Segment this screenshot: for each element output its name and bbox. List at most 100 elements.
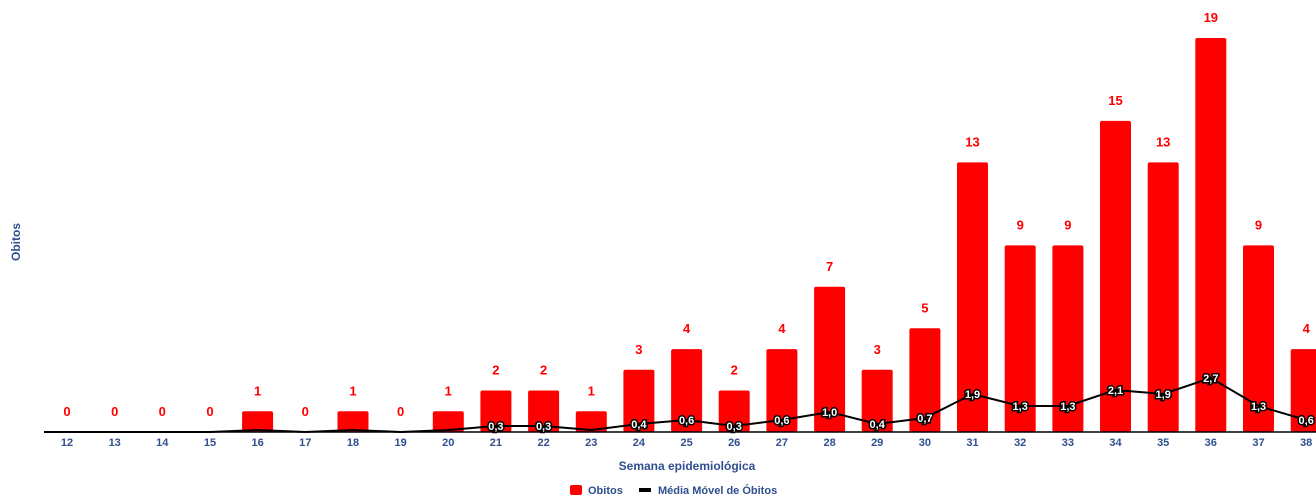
bar-label-week-25: 4 [683,321,691,336]
x-tick-26: 26 [728,437,740,449]
x-tick-28: 28 [823,437,835,449]
bar-week-29[interactable] [861,369,893,432]
x-tick-18: 18 [347,437,359,449]
bar-label-week-21: 2 [492,363,499,378]
x-tick-20: 20 [442,437,454,449]
x-tick-13: 13 [109,437,121,449]
bar-label-week-14: 0 [159,404,166,419]
x-tick-24: 24 [633,437,646,449]
bar-week-38[interactable] [1290,349,1316,432]
x-tick-25: 25 [680,437,692,449]
bar-label-week-36: 19 [1204,10,1218,25]
x-tick-35: 35 [1157,437,1169,449]
legend[interactable]: Obitos Média Móvel de Óbitos [570,484,777,495]
moving-average-label-week-35: 1,9 [1156,389,1171,401]
x-tick-36: 36 [1205,437,1217,449]
legend-swatch-bar [570,485,582,495]
x-tick-34: 34 [1109,437,1122,449]
moving-average-label-series: 0,3 0,3 0,4 0,6 0,3 0,6 1,0 0,4 0,7 1,9 1,3 1,3 2,1 1… [487,372,1316,435]
bar-label-week-28: 7 [826,259,833,274]
bar-week-28[interactable] [814,286,846,432]
bar-series [242,38,1316,433]
x-tick-27: 27 [776,437,788,449]
moving-average-label-week-31: 1,9 [965,389,980,401]
x-tick-22: 22 [537,437,549,449]
legend-label-bar: Obitos [588,485,623,495]
moving-average-label-week-21: 0,3 [488,421,503,433]
bar-label-week-23: 1 [588,383,595,398]
bar-week-26[interactable] [718,390,750,433]
bar-label-week-30: 5 [921,300,928,315]
moving-average-label-week-26: 0,3 [727,421,742,433]
bar-label-week-29: 3 [874,342,881,357]
bar-week-35[interactable] [1147,162,1179,432]
bar-label-week-22: 2 [540,363,547,378]
x-tick-33: 33 [1062,437,1074,449]
bar-label-week-12: 0 [63,404,70,419]
bar-label-week-17: 0 [302,404,309,419]
bar-label-week-26: 2 [731,363,738,378]
x-tick-38: 38 [1300,437,1312,449]
bar-label-week-37: 9 [1255,217,1262,232]
bar-label-week-31: 13 [965,134,979,149]
y-axis-title: Obitos [9,223,23,261]
x-tick-16: 16 [251,437,263,449]
moving-average-label-week-32: 1,3 [1013,401,1028,413]
bar-label-week-35: 13 [1156,134,1170,149]
bar-week-36[interactable] [1195,38,1227,432]
bar-week-30[interactable] [909,328,941,432]
bar-label-week-27: 4 [778,321,786,336]
legend-label-line: Média Móvel de Óbitos [658,484,777,495]
bar-week-27[interactable] [766,349,798,432]
x-tick-30: 30 [919,437,931,449]
bar-label-week-19: 0 [397,404,404,419]
x-tick-12: 12 [61,437,73,449]
x-tick-14: 14 [156,437,169,449]
x-axis-title: Semana epidemiológica [619,459,756,473]
moving-average-label-week-36: 2,7 [1203,373,1218,385]
bar-week-33[interactable] [1052,245,1084,432]
bar-week-24[interactable] [623,369,655,432]
bar-week-18[interactable] [337,411,369,432]
moving-average-label-week-29: 0,4 [870,419,886,431]
bar-label-week-32: 9 [1017,217,1024,232]
bar-label-week-33: 9 [1064,217,1071,232]
moving-average-label-week-27: 0,6 [774,415,789,427]
bar-label-week-34: 15 [1108,93,1122,108]
bar-week-16[interactable] [242,411,274,432]
bar-week-23[interactable] [575,411,607,432]
bar-week-25[interactable] [671,349,703,432]
bar-week-20[interactable] [432,411,464,432]
moving-average-label-week-28: 1,0 [822,407,837,419]
bar-week-21[interactable] [480,390,512,433]
bar-week-37[interactable] [1243,245,1274,432]
x-tick-labels: 12 13 14 15 16 17 18 19 20 21 22 23 24 25 26 27 28 29 30 31… [61,437,1312,449]
moving-average-label-week-24: 0,4 [631,419,647,431]
bar-label-week-20: 1 [445,383,452,398]
moving-average-label-week-30: 0,7 [917,413,932,425]
moving-average-label-week-22: 0,3 [536,421,551,433]
moving-average-label-week-25: 0,6 [679,415,694,427]
x-tick-37: 37 [1252,437,1264,449]
legend-swatch-line [639,488,651,492]
x-tick-23: 23 [585,437,597,449]
bar-label-week-16: 1 [254,383,261,398]
bar-week-31[interactable] [957,162,988,432]
bar-label-week-38: 4 [1303,321,1311,336]
bar-week-22[interactable] [528,390,560,433]
x-tick-17: 17 [299,437,311,449]
x-tick-19: 19 [394,437,406,449]
bar-label-week-24: 3 [635,342,642,357]
moving-average-label-week-33: 1,3 [1060,401,1075,413]
moving-average-label-week-37: 1,3 [1251,401,1266,413]
x-tick-31: 31 [966,437,978,449]
bar-week-34[interactable] [1100,120,1131,433]
x-tick-32: 32 [1014,437,1026,449]
bar-label-week-13: 0 [111,404,118,419]
x-tick-21: 21 [490,437,502,449]
bar-week-32[interactable] [1004,245,1036,432]
bar-label-week-18: 1 [349,383,356,398]
moving-average-line [44,376,1307,434]
moving-average-label-week-38: 0,6 [1299,415,1314,427]
